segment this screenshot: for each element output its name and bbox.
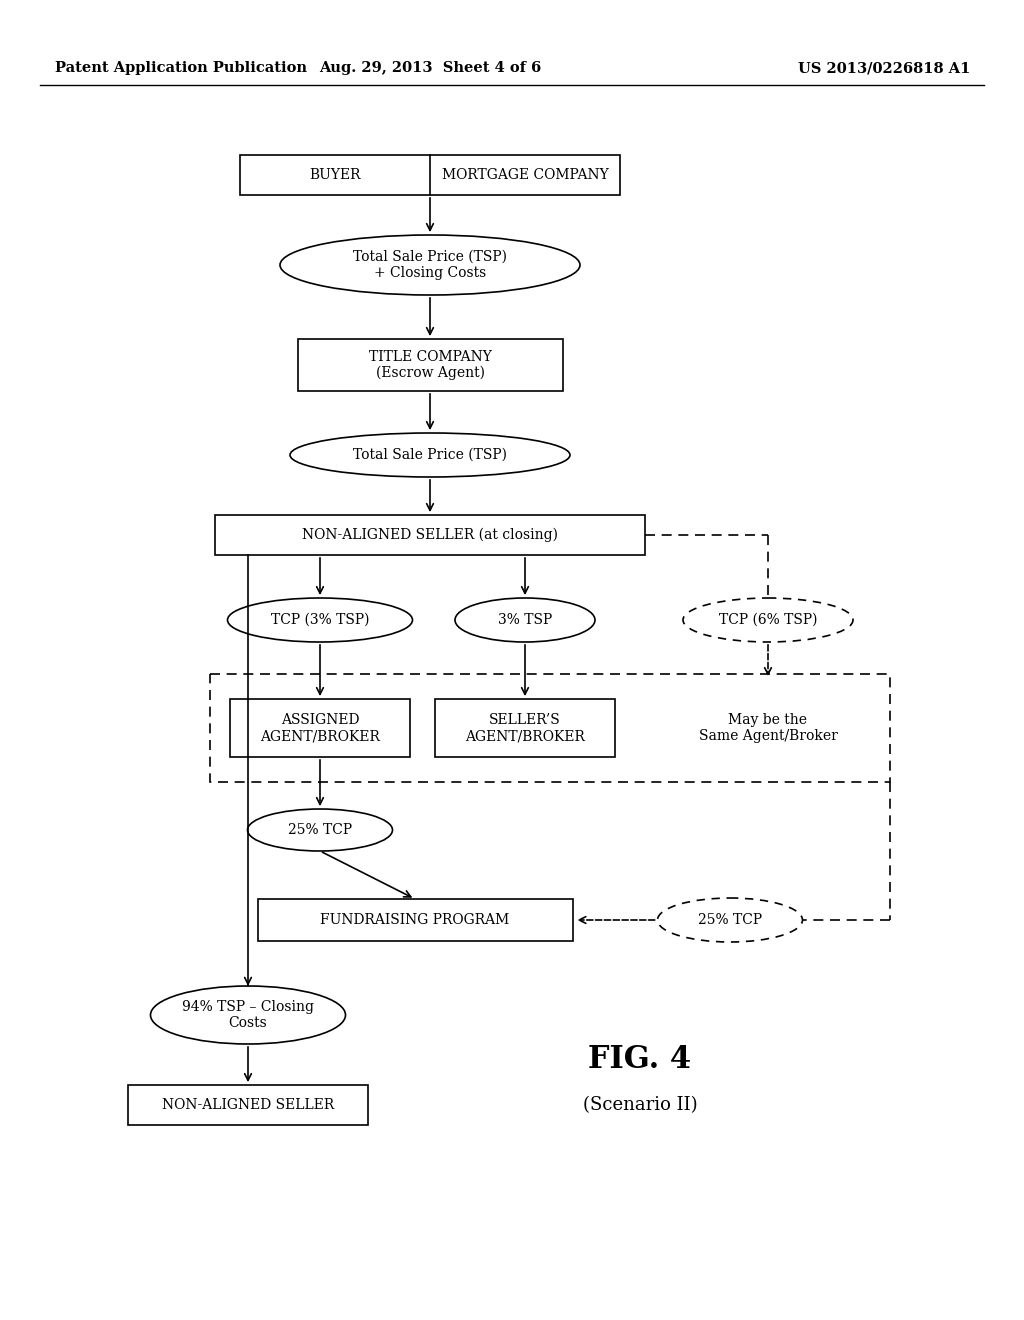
Text: 25% TCP: 25% TCP	[698, 913, 762, 927]
Text: BUYER: BUYER	[309, 168, 360, 182]
Text: 25% TCP: 25% TCP	[288, 822, 352, 837]
Text: SELLER’S
AGENT/BROKER: SELLER’S AGENT/BROKER	[465, 713, 585, 743]
Text: (Scenario II): (Scenario II)	[583, 1096, 697, 1114]
Text: TITLE COMPANY
(Escrow Agent): TITLE COMPANY (Escrow Agent)	[369, 350, 492, 380]
FancyBboxPatch shape	[435, 700, 615, 756]
FancyBboxPatch shape	[257, 899, 572, 941]
Text: NON-ALIGNED SELLER: NON-ALIGNED SELLER	[162, 1098, 334, 1111]
Text: NON-ALIGNED SELLER (at closing): NON-ALIGNED SELLER (at closing)	[302, 528, 558, 543]
FancyBboxPatch shape	[230, 700, 410, 756]
FancyBboxPatch shape	[128, 1085, 368, 1125]
Ellipse shape	[455, 598, 595, 642]
Text: MORTGAGE COMPANY: MORTGAGE COMPANY	[441, 168, 608, 182]
Text: Aug. 29, 2013  Sheet 4 of 6: Aug. 29, 2013 Sheet 4 of 6	[318, 61, 541, 75]
Text: TCP (3% TSP): TCP (3% TSP)	[270, 612, 370, 627]
Ellipse shape	[151, 986, 345, 1044]
Ellipse shape	[280, 235, 580, 294]
Text: ASSIGNED
AGENT/BROKER: ASSIGNED AGENT/BROKER	[260, 713, 380, 743]
Ellipse shape	[248, 809, 392, 851]
Text: 3% TSP: 3% TSP	[498, 612, 552, 627]
Ellipse shape	[683, 598, 853, 642]
FancyBboxPatch shape	[298, 339, 562, 391]
Text: 94% TSP – Closing
Costs: 94% TSP – Closing Costs	[182, 1001, 314, 1030]
Ellipse shape	[657, 898, 803, 942]
Text: FUNDRAISING PROGRAM: FUNDRAISING PROGRAM	[321, 913, 510, 927]
Text: Total Sale Price (TSP): Total Sale Price (TSP)	[353, 447, 507, 462]
Text: May be the
Same Agent/Broker: May be the Same Agent/Broker	[698, 713, 838, 743]
Ellipse shape	[290, 433, 570, 477]
Ellipse shape	[227, 598, 413, 642]
Text: FIG. 4: FIG. 4	[589, 1044, 691, 1076]
Text: US 2013/0226818 A1: US 2013/0226818 A1	[798, 61, 970, 75]
Text: Patent Application Publication: Patent Application Publication	[55, 61, 307, 75]
FancyBboxPatch shape	[240, 154, 620, 195]
Text: Total Sale Price (TSP)
+ Closing Costs: Total Sale Price (TSP) + Closing Costs	[353, 249, 507, 280]
Text: TCP (6% TSP): TCP (6% TSP)	[719, 612, 817, 627]
FancyBboxPatch shape	[215, 515, 645, 554]
